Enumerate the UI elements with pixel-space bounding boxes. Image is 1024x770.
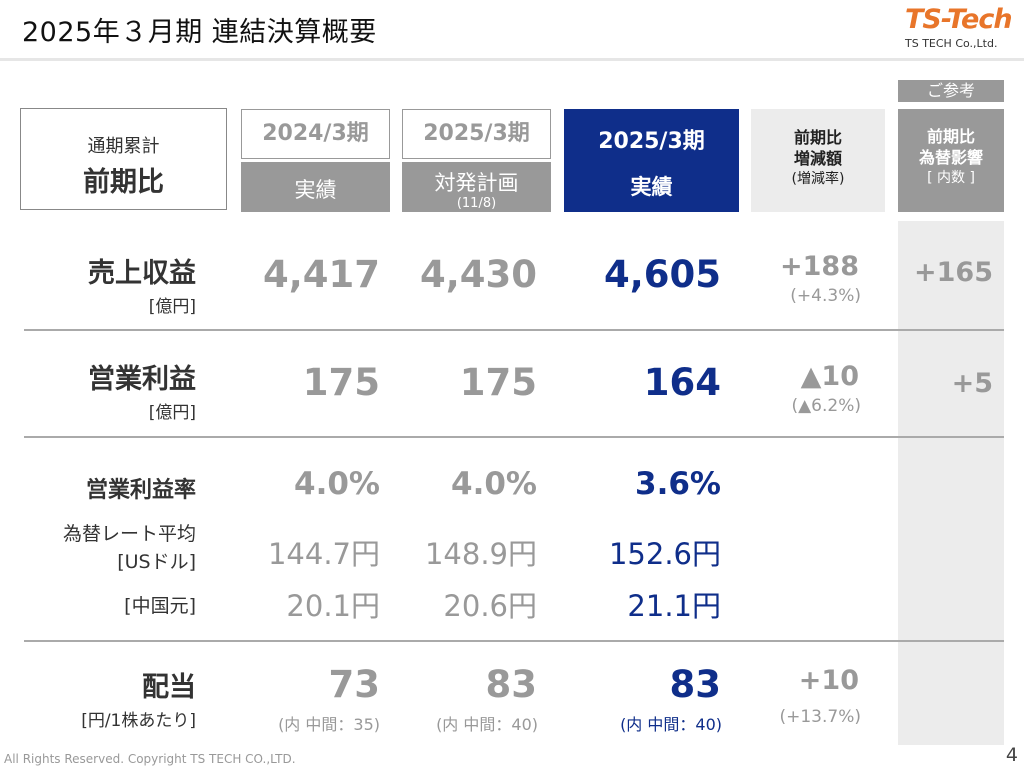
dividend-diff-rate: (+13.7%) — [779, 707, 861, 727]
diff-header: 前期比 増減額 (増減率) — [751, 109, 885, 212]
copyright-footer: All Rights Reserved. Copyright TS TECH C… — [4, 752, 296, 766]
fx-impact-header: 前期比 為替影響 [ 内数 ] — [898, 109, 1004, 212]
fx-header-line2: 為替影響 — [918, 148, 983, 167]
dividend-diff: +10 — [798, 665, 859, 696]
diff-header-line3: (増減率) — [791, 171, 845, 187]
fx-impact-column — [898, 221, 1004, 745]
op-income-unit: [億円] — [148, 403, 196, 423]
header-period-label: 通期累計 — [87, 136, 160, 157]
fx-usd-actual: 152.6円 — [608, 537, 721, 571]
actual-label: 実績 — [630, 175, 673, 199]
fx-cny-plan: 20.6円 — [443, 589, 537, 623]
logo-mark: TS-Tech — [905, 4, 1013, 35]
op-margin-label: 営業利益率 — [85, 478, 196, 503]
op-income-diff-rate: (▲6.2%) — [791, 396, 861, 416]
prev-year-header: 2024/3期 — [241, 109, 390, 159]
diff-header-line2: 増減額 — [793, 149, 842, 168]
op-margin-plan: 4.0% — [451, 466, 537, 502]
prev-label: 実績 — [294, 178, 337, 202]
actual-header: 2025/3期 実績 — [564, 109, 739, 212]
page-title: 2025年３月期 連結決算概要 — [22, 17, 377, 48]
fx-usd-plan: 148.9円 — [424, 537, 537, 571]
revenue-actual: 4,605 — [603, 253, 721, 296]
fx-usd-label: [USドル] — [117, 551, 196, 573]
dividend-unit: [円/1株あたり] — [81, 711, 196, 731]
revenue-diff: +188 — [780, 251, 859, 282]
title-divider — [0, 58, 1024, 61]
fx-rate-label: 為替レート平均 — [62, 523, 196, 545]
row-divider — [24, 640, 1004, 642]
fx-cny-prev: 20.1円 — [286, 589, 380, 623]
op-margin-actual: 3.6% — [635, 466, 721, 502]
plan-date-note: (11/8) — [456, 196, 497, 211]
revenue-plan: 4,430 — [419, 253, 537, 296]
dividend-plan: 83 — [485, 663, 538, 706]
actual-year: 2025/3期 — [598, 129, 705, 154]
op-income-actual: 164 — [643, 361, 721, 404]
op-income-prev: 175 — [302, 361, 380, 404]
fx-cny-actual: 21.1円 — [627, 589, 721, 623]
revenue-unit: [億円] — [148, 297, 196, 317]
op-income-diff: ▲10 — [800, 361, 859, 392]
plan-label-header: 対発計画 (11/8) — [402, 162, 551, 212]
plan-label: 対発計画 — [434, 171, 519, 195]
plan-year-header: 2025/3期 — [402, 109, 551, 159]
op-margin-prev: 4.0% — [294, 466, 380, 502]
dividend-prev: 73 — [328, 663, 381, 706]
reference-tag: ご参考 — [898, 80, 1004, 102]
fx-cny-label: [中国元] — [124, 595, 196, 617]
page-number: 4 — [1005, 744, 1018, 766]
fx-usd-prev: 144.7円 — [267, 537, 380, 571]
op-income-plan: 175 — [459, 361, 537, 404]
op-income-label: 営業利益 — [88, 364, 196, 395]
dividend-label: 配当 — [142, 672, 196, 703]
fx-header-line1: 前期比 — [926, 127, 975, 146]
dividend-prev-interim: (内 中間：35) — [278, 715, 380, 734]
revenue-diff-rate: (+4.3%) — [790, 286, 861, 306]
header-comparison-label: 前期比 — [83, 167, 164, 198]
dividend-actual-interim: (内 中間：40) — [620, 715, 722, 734]
fx-header-line3: [ 内数 ] — [927, 170, 975, 186]
dividend-actual: 83 — [669, 663, 722, 706]
prev-label-header: 実績 — [241, 162, 390, 212]
logo-company-name: TS TECH Co.,Ltd. — [905, 37, 998, 50]
op-income-fx-impact: +5 — [951, 368, 993, 399]
row-divider — [24, 436, 1004, 438]
revenue-fx-impact: +165 — [914, 257, 993, 288]
row-divider — [24, 329, 1004, 331]
company-logo: TS-Tech TS TECH Co.,Ltd. — [905, 4, 1019, 54]
revenue-label: 売上収益 — [88, 258, 196, 289]
revenue-prev: 4,417 — [262, 253, 380, 296]
comparison-header-box: 通期累計 前期比 — [20, 108, 227, 210]
dividend-plan-interim: (内 中間：40) — [436, 715, 538, 734]
diff-header-line1: 前期比 — [793, 128, 842, 147]
